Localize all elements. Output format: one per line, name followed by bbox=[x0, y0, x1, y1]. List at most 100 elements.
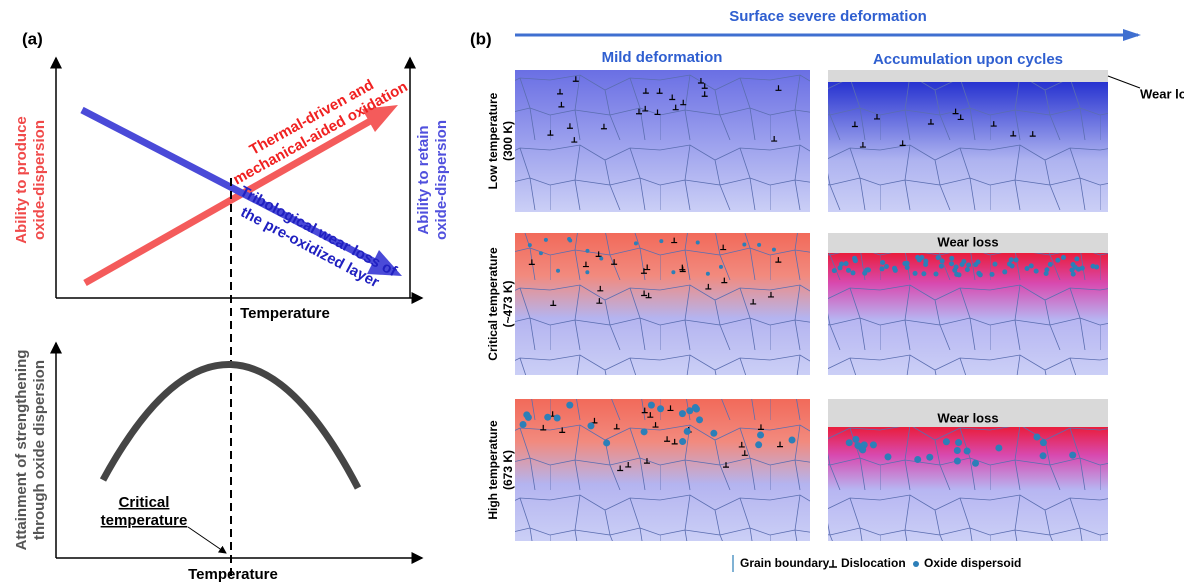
oxide-dot bbox=[757, 242, 762, 247]
critical-label: Critical bbox=[119, 494, 170, 511]
row-label-text: High temperature bbox=[486, 420, 500, 520]
row-label: High temperature (673 K) bbox=[486, 420, 515, 520]
dislocation bbox=[550, 300, 557, 306]
dislocation bbox=[642, 105, 649, 112]
dislocation bbox=[1029, 131, 1036, 137]
oxide-dot bbox=[686, 407, 694, 415]
oxide-dot bbox=[603, 439, 611, 447]
oxide-dot bbox=[683, 427, 691, 435]
oxide-dot bbox=[1090, 263, 1096, 269]
axis-label: Attainment of strengthening bbox=[13, 350, 30, 551]
arrow-label: mechanical-aided oxidation bbox=[230, 78, 410, 188]
dislocation bbox=[595, 251, 602, 257]
oxide-dot bbox=[556, 268, 561, 273]
row-label: Critical temperature (~473 K) bbox=[486, 247, 515, 361]
dislocation bbox=[641, 407, 648, 414]
wear-loss bbox=[828, 70, 1108, 82]
oxide-dot bbox=[921, 271, 927, 277]
oxide-dot bbox=[587, 422, 595, 430]
dislocation bbox=[582, 261, 589, 268]
axis-label: through oxide dispersion bbox=[31, 360, 48, 540]
dislocation bbox=[1010, 130, 1017, 137]
dislocation bbox=[540, 424, 547, 431]
oxide-dot bbox=[845, 267, 851, 273]
oxide-dot bbox=[977, 272, 983, 278]
oxide-dot bbox=[995, 444, 1003, 452]
dislocation bbox=[559, 427, 566, 433]
grains bbox=[515, 233, 810, 375]
oxide-dot bbox=[916, 257, 922, 263]
blue-arrowhead bbox=[367, 250, 402, 276]
oxide-dot bbox=[914, 456, 922, 464]
grains bbox=[828, 253, 1108, 375]
oxide-dot bbox=[1043, 270, 1049, 276]
oxide-dot bbox=[538, 251, 543, 256]
panel-label: (b) bbox=[470, 29, 492, 48]
dislocation bbox=[640, 268, 647, 274]
oxide-dot bbox=[755, 441, 763, 449]
curve bbox=[99, 361, 362, 490]
dislocation bbox=[652, 422, 659, 428]
oxide-dot bbox=[679, 438, 687, 446]
oxide-dot bbox=[678, 410, 686, 418]
oxide-dot bbox=[912, 270, 918, 276]
axis-label: Ability to produce bbox=[13, 116, 30, 244]
oxide-dot bbox=[935, 255, 941, 261]
oxide-dot bbox=[640, 428, 648, 436]
oxide-dot bbox=[949, 261, 955, 267]
oxide-dot bbox=[843, 261, 849, 267]
rows: Wear loss Low temperature(300 K) Wear loss… bbox=[486, 70, 1184, 541]
oxide-dot bbox=[633, 241, 638, 246]
dislocation bbox=[672, 104, 679, 111]
red-arrowhead bbox=[362, 105, 398, 132]
wear-loss bbox=[828, 233, 1108, 253]
dislocation bbox=[671, 237, 678, 244]
oxide-dot bbox=[975, 259, 981, 265]
dislocation bbox=[859, 142, 866, 148]
oxide-dot bbox=[1033, 268, 1039, 274]
wear-loss-label: Wear loss bbox=[1140, 86, 1184, 101]
oxide-dot bbox=[850, 270, 856, 276]
oxide-dot bbox=[845, 439, 853, 447]
oxide-dot bbox=[1024, 266, 1030, 272]
dislocation bbox=[720, 244, 727, 251]
dislocation bbox=[741, 450, 748, 456]
dislocation bbox=[572, 76, 579, 82]
oxide-dot bbox=[1047, 261, 1053, 267]
dislocation bbox=[566, 123, 573, 129]
oxide-dot bbox=[961, 259, 967, 265]
oxide-dot bbox=[852, 435, 860, 443]
oxide-dot bbox=[696, 416, 704, 424]
oxide-dot bbox=[879, 266, 885, 272]
oxide-dot bbox=[1039, 452, 1047, 460]
axis-label: Ability to retain bbox=[415, 125, 432, 234]
dislocation bbox=[750, 298, 757, 305]
legend-swatch bbox=[829, 560, 837, 568]
oxide-dot bbox=[1044, 267, 1050, 273]
oxide-dot bbox=[1006, 261, 1012, 267]
row-label-text: Low temperature bbox=[486, 92, 500, 189]
oxide-dot bbox=[942, 438, 950, 446]
oxide-dot bbox=[852, 258, 858, 264]
dislocation bbox=[647, 412, 654, 418]
red-arrow bbox=[83, 116, 374, 287]
pointer bbox=[1107, 75, 1141, 89]
dislocation bbox=[654, 109, 661, 116]
dislocation bbox=[664, 436, 671, 442]
dislocation bbox=[636, 108, 643, 115]
grains bbox=[828, 82, 1108, 212]
oxide-dot bbox=[966, 262, 972, 268]
oxide-dot bbox=[523, 411, 531, 419]
oxide-dot bbox=[1072, 264, 1078, 270]
oxide-dot bbox=[695, 240, 700, 245]
oxide-dot bbox=[710, 429, 718, 437]
oxide-dot bbox=[865, 267, 871, 273]
pointer bbox=[187, 526, 227, 554]
oxide-dot bbox=[757, 431, 765, 439]
column-header: Mild deformation bbox=[602, 49, 723, 66]
panel-label: (a) bbox=[22, 29, 43, 48]
oxide-dot bbox=[1008, 257, 1014, 263]
oxide-dot bbox=[956, 272, 962, 278]
oxide-dot bbox=[831, 268, 837, 274]
